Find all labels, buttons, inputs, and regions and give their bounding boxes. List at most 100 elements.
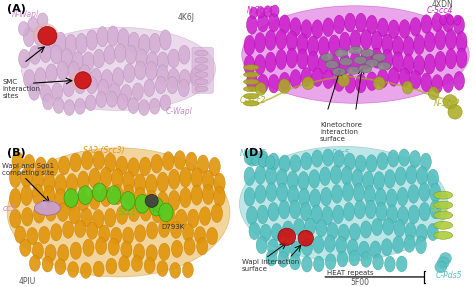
Ellipse shape [428, 169, 438, 188]
Ellipse shape [191, 185, 202, 205]
Ellipse shape [430, 200, 441, 219]
Ellipse shape [246, 15, 257, 34]
Ellipse shape [265, 156, 275, 168]
Ellipse shape [123, 227, 134, 244]
Ellipse shape [52, 83, 63, 100]
Ellipse shape [136, 49, 147, 67]
Ellipse shape [387, 205, 398, 224]
Ellipse shape [157, 172, 168, 192]
Ellipse shape [365, 186, 375, 204]
Ellipse shape [111, 185, 123, 205]
Ellipse shape [257, 74, 268, 93]
Ellipse shape [32, 185, 44, 205]
Ellipse shape [101, 69, 113, 88]
Ellipse shape [309, 170, 320, 188]
Ellipse shape [65, 34, 77, 55]
Ellipse shape [128, 203, 139, 222]
Ellipse shape [146, 190, 157, 210]
Ellipse shape [168, 68, 179, 87]
Text: (D): (D) [244, 148, 264, 158]
Ellipse shape [278, 228, 296, 245]
Ellipse shape [82, 151, 93, 170]
Ellipse shape [242, 6, 469, 103]
Ellipse shape [312, 68, 323, 86]
Ellipse shape [155, 76, 166, 94]
Ellipse shape [447, 15, 454, 25]
Ellipse shape [352, 169, 363, 188]
Ellipse shape [349, 250, 360, 266]
Ellipse shape [93, 49, 105, 68]
Ellipse shape [316, 220, 327, 237]
Ellipse shape [24, 69, 35, 88]
Ellipse shape [398, 206, 409, 225]
Ellipse shape [279, 155, 290, 172]
Ellipse shape [106, 258, 117, 274]
Ellipse shape [276, 30, 287, 50]
Ellipse shape [180, 167, 191, 187]
Ellipse shape [337, 251, 348, 267]
Ellipse shape [454, 15, 461, 25]
Ellipse shape [268, 153, 279, 170]
Ellipse shape [313, 236, 324, 253]
Ellipse shape [373, 77, 385, 90]
Ellipse shape [290, 18, 301, 36]
Ellipse shape [118, 28, 129, 49]
Text: Pds5: Pds5 [332, 149, 350, 158]
Ellipse shape [371, 31, 382, 51]
Ellipse shape [434, 191, 453, 199]
Ellipse shape [66, 174, 78, 194]
Ellipse shape [146, 245, 157, 262]
Text: 4XDN: 4XDN [431, 0, 453, 9]
Ellipse shape [163, 152, 174, 170]
Ellipse shape [64, 100, 74, 115]
Ellipse shape [29, 46, 41, 64]
Ellipse shape [92, 210, 104, 228]
Ellipse shape [10, 209, 21, 228]
Ellipse shape [329, 55, 340, 75]
Text: 4K6J: 4K6J [178, 13, 195, 22]
Text: C-Scc4: C-Scc4 [427, 5, 453, 15]
Ellipse shape [211, 204, 223, 222]
Ellipse shape [331, 185, 342, 203]
Ellipse shape [424, 32, 435, 52]
Ellipse shape [308, 36, 319, 56]
Ellipse shape [265, 166, 276, 185]
Ellipse shape [69, 205, 80, 224]
Ellipse shape [53, 98, 64, 113]
Ellipse shape [403, 36, 414, 57]
Ellipse shape [182, 262, 193, 278]
Ellipse shape [100, 187, 112, 207]
Ellipse shape [288, 186, 299, 204]
Ellipse shape [37, 13, 48, 27]
Ellipse shape [43, 94, 53, 110]
Ellipse shape [402, 81, 413, 94]
Ellipse shape [290, 200, 301, 219]
Ellipse shape [371, 48, 382, 68]
Ellipse shape [448, 105, 462, 119]
Ellipse shape [339, 54, 350, 74]
Ellipse shape [375, 188, 386, 207]
Ellipse shape [339, 32, 350, 52]
Ellipse shape [55, 189, 66, 209]
Text: cc3: cc3 [2, 203, 16, 213]
Ellipse shape [144, 258, 155, 274]
Ellipse shape [334, 15, 345, 34]
Ellipse shape [265, 52, 276, 72]
Circle shape [335, 49, 348, 57]
Ellipse shape [55, 32, 66, 52]
Ellipse shape [446, 30, 456, 50]
Ellipse shape [434, 211, 453, 219]
Ellipse shape [57, 61, 68, 80]
Ellipse shape [82, 52, 94, 71]
Ellipse shape [392, 36, 403, 56]
Ellipse shape [24, 154, 35, 173]
Ellipse shape [121, 85, 132, 102]
Ellipse shape [76, 33, 87, 53]
Ellipse shape [323, 149, 334, 166]
Text: D793K: D793K [161, 224, 184, 230]
Ellipse shape [251, 153, 261, 166]
Ellipse shape [437, 257, 449, 268]
Ellipse shape [32, 23, 58, 46]
Ellipse shape [63, 79, 74, 97]
Ellipse shape [256, 236, 267, 254]
